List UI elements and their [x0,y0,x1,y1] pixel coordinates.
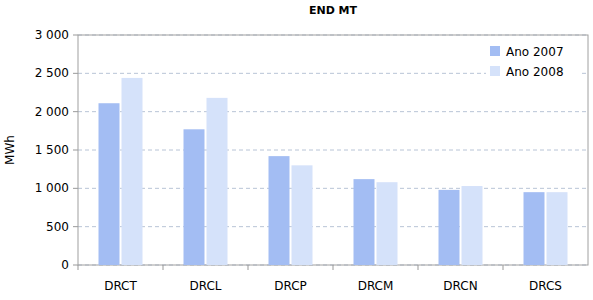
tick-label: 2 500 [35,66,69,80]
legend-swatch [490,46,500,56]
chart-container: END MT MWh 0 500 1 000 1 500 2 000 2 500 3 000 DR… [0,0,593,300]
tick-mark [73,226,78,227]
title: END MT [309,4,358,17]
tick-mark [73,111,78,112]
legend-swatch [490,66,500,76]
legend-label: Ano 2008 [506,65,564,79]
tick-label: 1 500 [35,143,69,157]
tick-mark [73,188,78,189]
grid-line [78,188,588,189]
y-axis-label: MWh [3,135,17,165]
bar [99,103,120,265]
tick-label: 2 000 [35,105,69,119]
category-label: DRCT [104,279,137,293]
bar [439,190,460,265]
tick-label: 1 000 [35,181,69,195]
legend-label: Ano 2007 [506,45,564,59]
chart-svg: END MT MWh 0 500 1 000 1 500 2 000 2 500 3 000 DR… [0,0,593,300]
bar [462,186,483,265]
category-label: DRCP [274,279,307,293]
tick-label: 500 [46,220,69,234]
tick-mark [73,265,78,266]
bar [354,179,375,265]
tick-label: 3 000 [35,28,69,42]
bar [122,78,143,265]
bar [184,129,205,265]
grid-line [78,150,588,151]
bar [377,182,398,265]
grid-line [78,226,588,227]
legend: Ano 2007 Ano 2008 [486,41,580,85]
tick-mark [73,35,78,36]
tick-mark [73,73,78,74]
legend-bg [486,41,580,85]
bar [524,192,545,265]
bar [269,156,290,265]
tick-label: 0 [61,258,69,272]
x-tick [163,265,164,270]
plot-frame [78,35,588,265]
bar [292,165,313,265]
bar [547,192,568,265]
x-tick [248,265,249,270]
bars [99,78,568,265]
bar [207,98,228,265]
x-tick [503,265,504,270]
x-tick [418,265,419,270]
category-label: DRCS [529,279,562,293]
grid-line [78,111,588,112]
x-tick [333,265,334,270]
x-tick [78,265,79,270]
category-label: DRCM [358,279,394,293]
category-label: DRCN [443,279,477,293]
category-label: DRCL [189,279,221,293]
tick-mark [73,150,78,151]
